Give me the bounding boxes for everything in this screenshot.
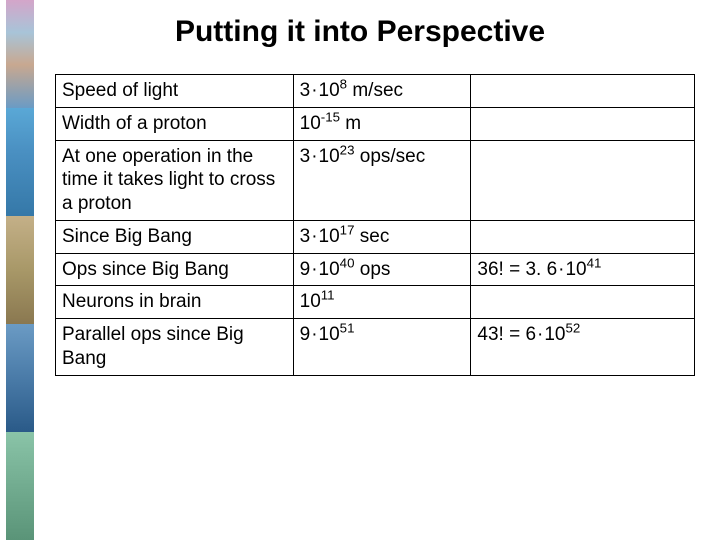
cell-comparison <box>471 140 695 220</box>
table-row: At one operation in the time it takes li… <box>56 140 695 220</box>
deco-segment <box>6 0 34 108</box>
cell-value: 9·1051 <box>293 319 471 376</box>
table-row: Since Big Bang3·1017 sec <box>56 220 695 253</box>
perspective-table: Speed of light3·108 m/secWidth of a prot… <box>55 74 695 376</box>
cell-comparison: 36! = 3. 6·1041 <box>471 253 695 286</box>
table-row: Parallel ops since Big Bang9·105143! = 6… <box>56 319 695 376</box>
cell-description: Ops since Big Bang <box>56 253 294 286</box>
cell-value: 1011 <box>293 286 471 319</box>
cell-description: Speed of light <box>56 75 294 108</box>
cell-description: Neurons in brain <box>56 286 294 319</box>
left-decoration-strip <box>0 0 40 540</box>
table-row: Width of a proton10-15 m <box>56 107 695 140</box>
table-body: Speed of light3·108 m/secWidth of a prot… <box>56 75 695 376</box>
cell-comparison <box>471 286 695 319</box>
deco-segment <box>6 324 34 432</box>
deco-segment <box>6 216 34 324</box>
cell-description: Width of a proton <box>56 107 294 140</box>
table-row: Speed of light3·108 m/sec <box>56 75 695 108</box>
cell-value: 3·1017 sec <box>293 220 471 253</box>
cell-comparison: 43! = 6·1052 <box>471 319 695 376</box>
cell-description: At one operation in the time it takes li… <box>56 140 294 220</box>
deco-segment <box>6 432 34 540</box>
cell-value: 3·1023 ops/sec <box>293 140 471 220</box>
slide-content: Putting it into Perspective Speed of lig… <box>50 0 710 376</box>
table-row: Ops since Big Bang9·1040 ops36! = 3. 6·1… <box>56 253 695 286</box>
cell-value: 9·1040 ops <box>293 253 471 286</box>
deco-segment <box>6 108 34 216</box>
slide-title: Putting it into Perspective <box>50 15 710 49</box>
cell-value: 10-15 m <box>293 107 471 140</box>
cell-value: 3·108 m/sec <box>293 75 471 108</box>
cell-description: Parallel ops since Big Bang <box>56 319 294 376</box>
cell-description: Since Big Bang <box>56 220 294 253</box>
cell-comparison <box>471 107 695 140</box>
cell-comparison <box>471 220 695 253</box>
cell-comparison <box>471 75 695 108</box>
table-row: Neurons in brain1011 <box>56 286 695 319</box>
